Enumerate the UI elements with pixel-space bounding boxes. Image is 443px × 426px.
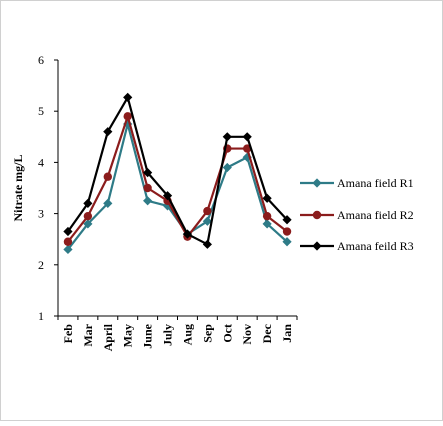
data-point — [222, 162, 232, 173]
data-point — [162, 191, 173, 201]
x-tick-label: July — [161, 324, 175, 346]
legend-item-1: Amana field R1 — [300, 176, 414, 190]
x-tick-label: April — [101, 323, 115, 351]
data-point — [63, 244, 73, 255]
data-point — [143, 183, 152, 193]
x-tick-label: May — [121, 324, 135, 347]
x-tick-label: Mar — [81, 323, 95, 346]
legend-swatch-marker — [312, 210, 322, 220]
data-point — [83, 211, 93, 221]
axes: 1 2 3 4 5 6 Feb Mar April May June July Aug Sep Oct Nov… — [11, 53, 298, 351]
series-3 — [63, 92, 292, 249]
data-point — [83, 219, 93, 229]
legend-label: Amana feild R3 — [337, 239, 414, 253]
data-point — [222, 132, 232, 142]
data-point — [282, 227, 292, 236]
data-point — [103, 198, 113, 208]
data-point — [202, 239, 212, 249]
x-tick-label: Sep — [200, 324, 214, 343]
series-layer — [63, 92, 292, 255]
x-tick-label: Aug — [180, 324, 194, 345]
data-point — [262, 193, 272, 203]
legend-label: Amana field R2 — [337, 208, 414, 222]
data-point — [123, 112, 132, 121]
y-tick-label: 1 — [38, 309, 44, 323]
data-point — [63, 226, 73, 237]
legend-item-3: Amana feild R3 — [300, 239, 414, 253]
legend-label: Amana field R1 — [337, 176, 414, 190]
data-point — [123, 92, 133, 102]
x-tick-label: Nov — [240, 324, 254, 345]
y-tick-label: 2 — [38, 258, 44, 272]
data-point — [262, 211, 272, 221]
data-point — [282, 215, 292, 225]
data-point — [143, 196, 153, 206]
data-point — [242, 132, 252, 142]
legend: Amana field R1 Amana field R2 Amana feild … — [300, 176, 414, 253]
x-tick-label: June — [141, 323, 155, 348]
x-tick-label: Dec — [260, 323, 274, 343]
data-point — [282, 237, 292, 247]
data-point — [103, 172, 112, 181]
y-tick-label: 5 — [38, 104, 44, 118]
legend-swatch-marker — [312, 241, 322, 251]
y-tick-label: 6 — [38, 53, 44, 67]
y-tick-label: 3 — [38, 207, 44, 221]
legend-item-2: Amana field R2 — [300, 208, 414, 222]
legend-swatch-marker — [312, 178, 322, 188]
series-line — [67, 115, 288, 243]
x-tick-label: Oct — [220, 324, 234, 343]
x-tick-label: Feb — [61, 324, 75, 344]
series-2 — [63, 112, 292, 246]
data-point — [63, 237, 73, 246]
data-point — [262, 219, 272, 229]
data-point — [203, 206, 212, 216]
data-point — [83, 198, 93, 208]
series-line — [67, 96, 288, 246]
data-point — [103, 127, 113, 137]
data-point — [182, 229, 193, 239]
data-point — [202, 216, 212, 226]
data-point — [143, 168, 153, 178]
x-tick-label: Jan — [280, 324, 294, 343]
y-tick-label: 4 — [38, 155, 44, 169]
y-axis-title: Nitrate mg/L — [11, 155, 25, 222]
